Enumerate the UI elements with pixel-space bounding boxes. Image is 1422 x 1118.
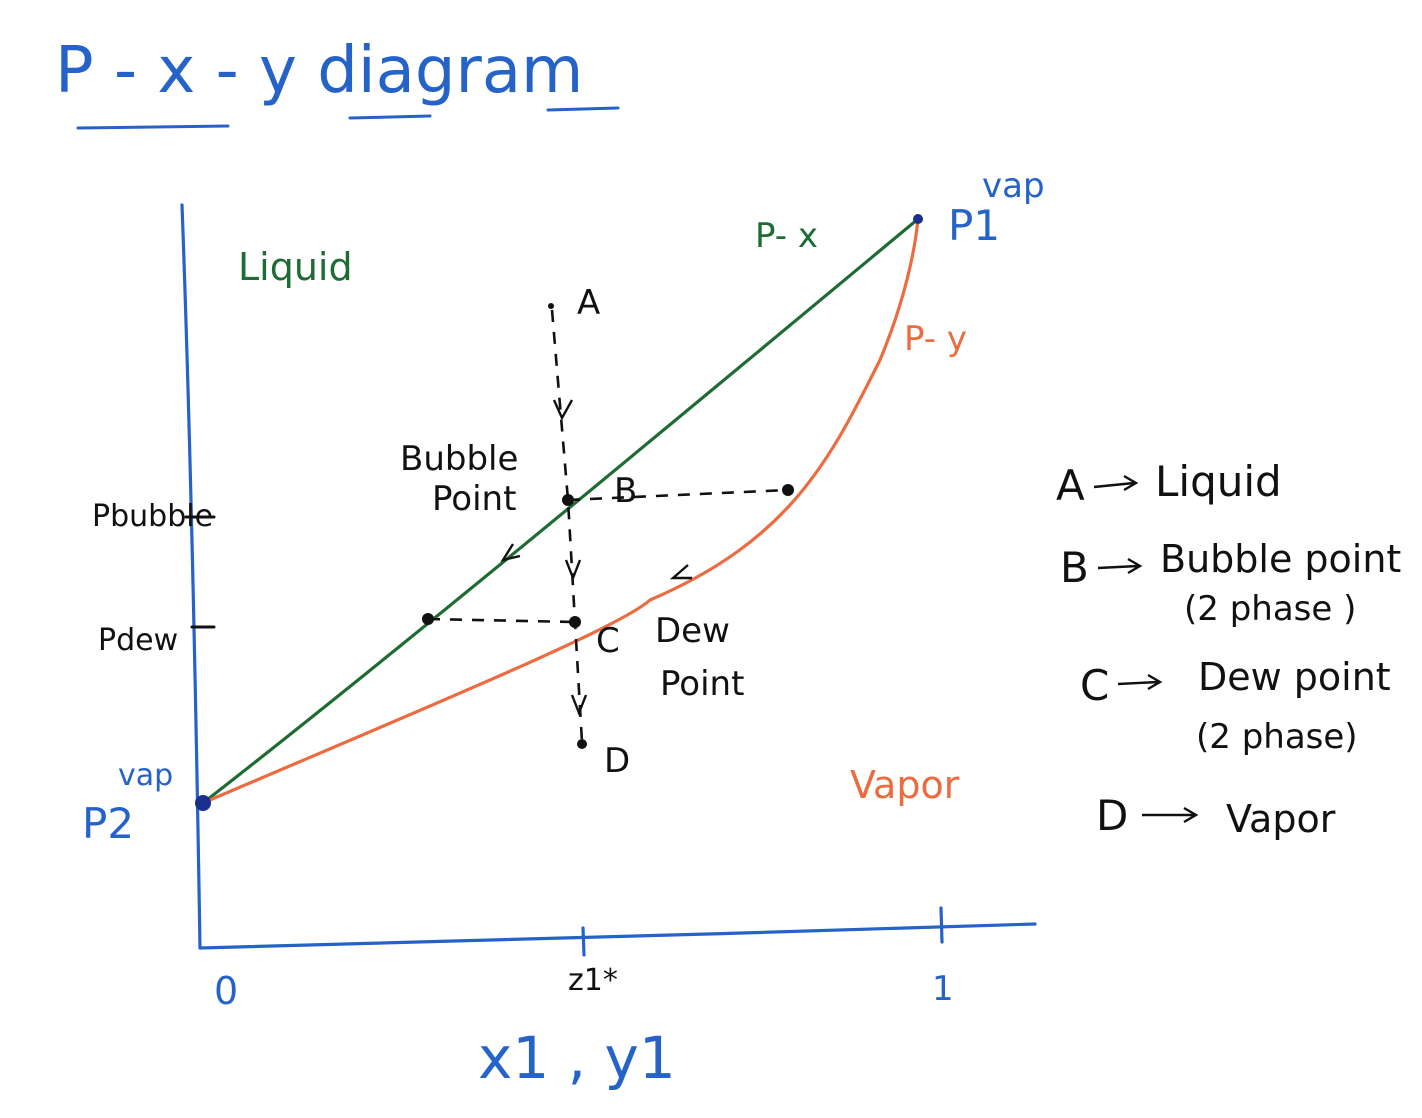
- legend-d-arrow: [1142, 806, 1199, 824]
- x-tick-zero-label: 0: [214, 969, 238, 1013]
- legend-c-arrow: [1117, 673, 1163, 691]
- legend-a-value: Liquid: [1155, 457, 1282, 506]
- point-d-label: D: [604, 741, 630, 781]
- p-y-curve: [202, 218, 920, 805]
- legend-b-value: Bubble point: [1160, 537, 1401, 581]
- py-curve-label: P- y: [904, 319, 967, 359]
- p1-label: P1: [948, 201, 1000, 250]
- legend-d-key: D: [1096, 791, 1128, 840]
- px-curve-label: P- x: [755, 216, 818, 256]
- dew-point-label-line2: Point: [660, 664, 744, 704]
- state-points: [422, 303, 794, 749]
- arrow-a-b: [552, 399, 574, 421]
- legend-b-key: B: [1060, 543, 1089, 592]
- point-d-dot: [577, 739, 587, 749]
- y-tick-dew-label: Pdew: [98, 623, 178, 658]
- p-x-curve: [202, 217, 920, 805]
- p2-label: P2: [82, 799, 134, 848]
- y-ticks: [184, 515, 216, 629]
- dew-arrow: [669, 564, 692, 580]
- legend: A Liquid B Bubble point (2 phase ) C Dew…: [1056, 457, 1401, 841]
- p2-sup-label: vap: [118, 758, 173, 793]
- axes: [180, 203, 1037, 957]
- point-a-dot: [548, 303, 554, 309]
- title-underlines: [76, 106, 620, 130]
- legend-c-value: Dew point: [1198, 655, 1391, 699]
- bubble-arrow: [500, 543, 521, 562]
- legend-b-note: (2 phase ): [1184, 589, 1356, 629]
- vertical-dashed-path: [550, 309, 584, 743]
- dew-point-label-line1: Dew: [655, 611, 730, 651]
- legend-b-arrow: [1097, 557, 1143, 575]
- point-c-dot: [569, 616, 581, 628]
- tie-line-dew: [427, 617, 576, 624]
- p2-vap-dot: [195, 795, 211, 811]
- point-b-label: B: [614, 471, 637, 511]
- x-tick-z1: [581, 926, 586, 957]
- y-tick-bubble-label: Pbubble: [92, 499, 213, 534]
- point-c-liquid-dot: [422, 613, 434, 625]
- point-b-vapor-dot: [782, 484, 794, 496]
- tie-line-bubble: [567, 488, 789, 502]
- x-axis: [198, 922, 1037, 950]
- legend-d-value: Vapor: [1226, 797, 1336, 841]
- liquid-region-label: Liquid: [238, 245, 353, 289]
- diagram-title: P - x - y diagram: [55, 34, 583, 108]
- x-tick-one-label: 1: [932, 969, 954, 1009]
- bubble-point-label-line1: Bubble: [400, 439, 518, 479]
- p1-vap-dot: [913, 214, 923, 224]
- point-b-dot: [562, 494, 574, 506]
- arrow-b-c: [564, 559, 582, 582]
- x-tick-one: [939, 906, 944, 944]
- bubble-point-label-line2: Point: [432, 479, 516, 519]
- legend-c-key: C: [1080, 661, 1109, 710]
- x-tick-z1-label: z1*: [568, 963, 618, 998]
- arrow-c-d: [570, 694, 588, 717]
- y-axis: [180, 203, 202, 950]
- legend-a-key: A: [1056, 461, 1085, 510]
- x-axis-label: x1 , y1: [478, 1024, 676, 1092]
- legend-a-arrow: [1093, 474, 1139, 492]
- point-a-label: A: [577, 283, 600, 323]
- legend-c-note: (2 phase): [1196, 717, 1358, 757]
- vapor-region-label: Vapor: [850, 763, 960, 807]
- point-c-label: C: [596, 621, 620, 661]
- p1-sup-label: vap: [982, 166, 1045, 206]
